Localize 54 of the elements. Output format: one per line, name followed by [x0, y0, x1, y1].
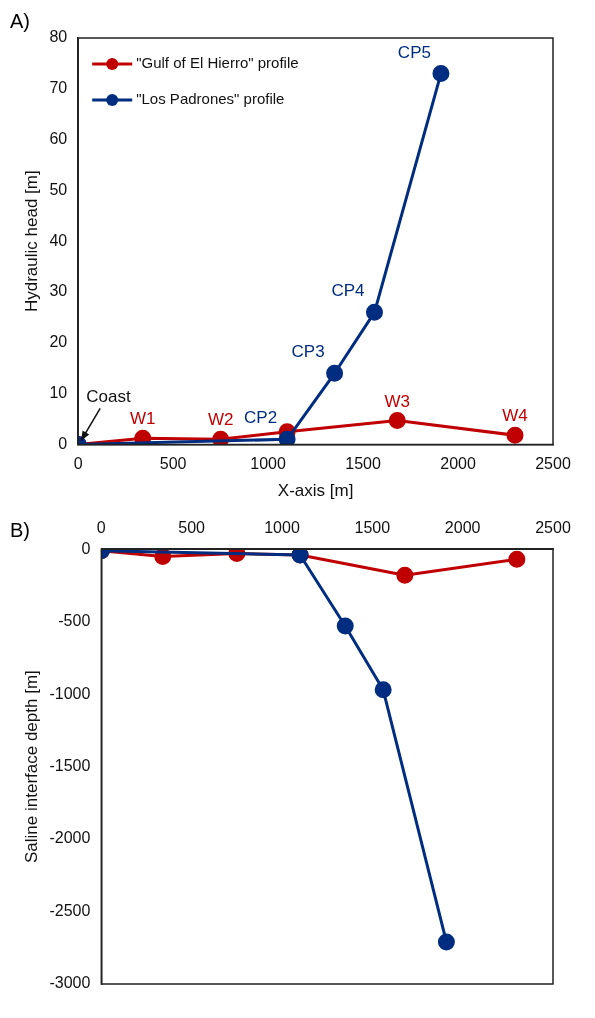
point: [508, 550, 526, 568]
y-tick-label: -1000: [49, 684, 91, 702]
y-tick-label: 80: [49, 28, 68, 46]
x-axis-title: X-axis [m]: [277, 481, 354, 501]
point: [396, 566, 414, 584]
point: [326, 364, 344, 382]
x-tick-label: 2000: [440, 455, 476, 473]
y-tick-label: 70: [49, 79, 68, 97]
chart-title: B): [10, 518, 30, 541]
y-axis-title: Hydraulic head [m]: [21, 170, 41, 313]
y-tick-label: 60: [49, 130, 68, 148]
y-tick-label: 0: [58, 434, 68, 452]
x-tick-label: 1000: [264, 519, 300, 537]
annotation: CP5: [397, 42, 431, 62]
annotation: CP4: [331, 281, 365, 301]
point: [336, 617, 354, 635]
x-tick-label: 500: [159, 455, 187, 473]
point: [437, 933, 455, 951]
point: [432, 65, 450, 83]
y-tick-label: -2000: [49, 829, 91, 847]
x-tick-label: 1000: [250, 455, 287, 473]
y-tick-label: 10: [49, 384, 68, 402]
annotation: W1: [130, 409, 156, 429]
annotation: Coast: [86, 387, 131, 407]
y-tick-label: 50: [49, 180, 68, 198]
annotation: CP3: [291, 342, 325, 362]
y-tick-label: -500: [58, 612, 91, 630]
point: [388, 412, 406, 430]
y-tick-label: 30: [49, 282, 68, 300]
y-axis-title: Saline interface depth [m]: [21, 670, 41, 863]
x-tick-label: 2500: [535, 455, 571, 473]
x-tick-label: 0: [96, 519, 106, 537]
point: [278, 430, 296, 445]
y-tick-label: 20: [49, 333, 68, 351]
x-tick-label: 500: [178, 519, 206, 537]
legend-label: "Los Padrones" profile: [136, 90, 285, 108]
y-tick-label: -2500: [49, 901, 91, 919]
annotation: W2: [207, 410, 234, 430]
annotation: W4: [502, 406, 528, 426]
legend-label: "Gulf of El Hierro" profile: [136, 54, 299, 72]
x-tick-label: 2000: [444, 519, 481, 537]
point: [374, 681, 392, 699]
chart-title: A): [10, 9, 30, 32]
x-tick-label: 1500: [345, 455, 381, 473]
x-tick-label: 2500: [535, 519, 571, 537]
y-tick-label: -1500: [49, 757, 91, 775]
point: [506, 426, 524, 444]
point: [365, 303, 383, 321]
y-tick-label: 0: [81, 539, 91, 557]
y-tick-label: -3000: [49, 974, 91, 992]
annotation: CP2: [244, 408, 278, 428]
annotation: W3: [384, 391, 411, 411]
x-tick-label: 1500: [354, 519, 391, 537]
y-tick-label: 40: [49, 231, 68, 249]
